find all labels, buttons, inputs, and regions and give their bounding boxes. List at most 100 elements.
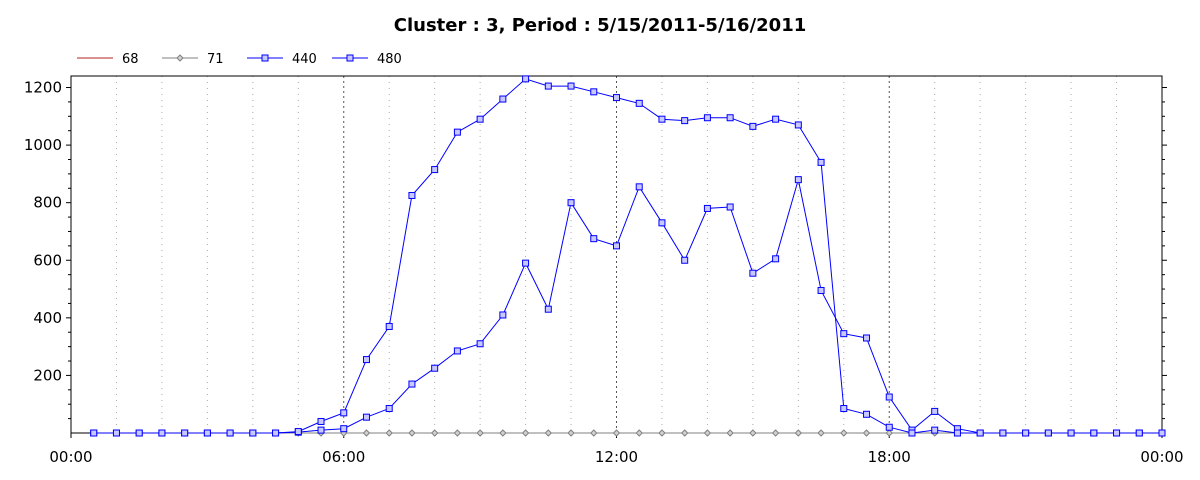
data-point	[931, 426, 939, 434]
data-point	[863, 410, 871, 418]
legend-item-440: 440	[247, 52, 317, 67]
data-point	[999, 429, 1007, 437]
y-tick-label: 400	[33, 309, 62, 327]
data-point	[840, 429, 848, 437]
data-point	[726, 203, 734, 211]
data-point	[294, 428, 302, 436]
data-point	[203, 429, 211, 437]
data-point	[112, 429, 120, 437]
data-point	[680, 429, 689, 437]
x-tick-label: 18:00	[868, 448, 911, 466]
data-point	[181, 429, 189, 437]
series-440	[90, 176, 1166, 437]
y-tick-label: 200	[33, 366, 62, 384]
data-point	[885, 423, 893, 431]
data-point	[703, 114, 711, 122]
data-point	[794, 429, 803, 437]
data-point	[385, 405, 393, 413]
data-point	[522, 75, 530, 83]
data-point	[385, 429, 393, 437]
data-point	[635, 429, 643, 437]
data-point	[794, 176, 802, 184]
data-point	[362, 413, 370, 421]
legend-marker	[176, 54, 184, 62]
data-point	[385, 322, 393, 330]
data-point	[567, 82, 575, 90]
data-point	[658, 429, 666, 437]
data-point	[817, 158, 825, 166]
data-point	[885, 429, 893, 437]
data-point	[771, 429, 780, 437]
legend-item-71: 71	[162, 52, 224, 67]
axes: 00:00 06:00 12:00 18:00 00:00 200 400 600 800 100…	[24, 75, 1184, 466]
data-point	[726, 114, 734, 122]
data-point	[226, 429, 234, 437]
data-point	[590, 88, 598, 96]
x-tick-label: 06:00	[322, 448, 365, 466]
y-tick-label: 800	[33, 194, 62, 212]
legend-label: 480	[377, 52, 402, 67]
y-tick-label: 600	[33, 251, 62, 269]
data-point	[476, 429, 484, 437]
y-tick-label: 1200	[24, 79, 62, 97]
data-point	[817, 286, 825, 294]
data-point	[544, 305, 552, 313]
data-point	[703, 204, 711, 212]
data-point	[612, 429, 621, 437]
data-point	[1044, 429, 1052, 437]
series-480	[90, 75, 1166, 437]
data-point	[476, 340, 484, 348]
data-point	[499, 95, 507, 103]
data-point	[272, 429, 280, 437]
data-point	[1113, 429, 1121, 437]
x-tick-label: 12:00	[595, 448, 638, 466]
x-tick-label: 00:00	[1140, 448, 1183, 466]
data-point	[567, 199, 575, 207]
data-point	[499, 429, 507, 437]
data-point	[658, 115, 666, 123]
legend-label: 440	[292, 52, 317, 67]
data-point	[317, 417, 325, 425]
data-point	[840, 405, 848, 413]
legend-marker	[261, 54, 269, 62]
data-point	[976, 429, 984, 437]
data-point	[249, 429, 257, 437]
grid	[115, 76, 1118, 433]
data-point	[431, 364, 439, 372]
data-point	[681, 117, 689, 125]
data-point	[885, 393, 893, 401]
data-point	[1090, 429, 1098, 437]
legend-item-68: 68	[77, 52, 139, 67]
data-point	[908, 429, 916, 437]
data-point	[499, 311, 507, 319]
data-point	[431, 166, 439, 174]
legend-marker	[346, 54, 354, 62]
data-point	[453, 429, 462, 437]
data-point	[953, 429, 961, 437]
data-point	[931, 407, 939, 415]
series-line-480	[93, 78, 1162, 434]
data-point	[453, 128, 461, 136]
data-point	[476, 115, 484, 123]
data-point	[590, 235, 598, 243]
legend: 68 71 440 480	[77, 52, 402, 67]
data-point	[772, 255, 780, 263]
data-point	[862, 429, 871, 437]
plot-frame	[70, 75, 1163, 434]
data-point	[840, 330, 848, 338]
data-point	[135, 429, 143, 437]
series-line-440	[93, 179, 1162, 434]
data-point	[1135, 429, 1143, 437]
data-point	[408, 380, 416, 388]
y-tick-label: 1000	[24, 136, 62, 154]
data-point	[590, 429, 598, 437]
data-point	[613, 242, 620, 250]
chart-title: Cluster : 3, Period : 5/15/2011-5/16/201…	[394, 15, 807, 36]
data-point	[863, 334, 871, 342]
data-point	[726, 429, 734, 437]
data-point	[521, 429, 530, 437]
data-point	[430, 429, 439, 437]
data-point	[772, 115, 780, 123]
data-point	[1022, 429, 1030, 437]
